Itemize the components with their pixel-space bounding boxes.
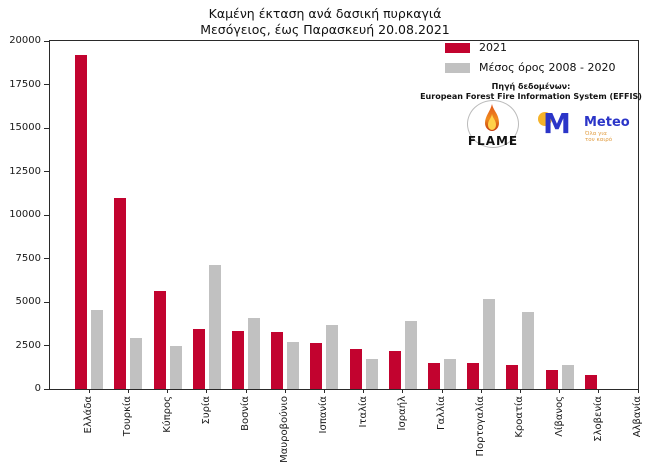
x-axis-label-Λίβανος: Λίβανος: [553, 396, 565, 437]
x-axis-label-Κροατία: Κροατία: [514, 396, 526, 438]
x-axis-tick: [441, 389, 443, 393]
x-axis-tick: [88, 389, 90, 393]
x-axis-tick: [402, 389, 404, 393]
x-axis-label-Τουρκία: Τουρκία: [122, 396, 134, 437]
y-axis-tick: [44, 84, 49, 85]
y-axis-tick: [44, 301, 49, 303]
y-axis-tick: [44, 258, 49, 259]
legend-swatch-average: [445, 62, 470, 73]
bar-2021-Πορτογαλία: [467, 362, 480, 389]
legend-swatch-2021: [445, 42, 470, 53]
y-axis-tick: [44, 40, 49, 42]
legend-label-average: Μέσος όρος 2008 - 2020: [479, 61, 616, 74]
bar-2021-Κροατία: [506, 364, 519, 389]
chart-title-line1: Καμένη έκταση ανά δασική πυρκαγιά: [208, 6, 442, 21]
x-axis-tick: [167, 389, 169, 393]
x-axis-label-Κύπρος: Κύπρος: [161, 396, 173, 433]
x-axis-label-Σλοβενία: Σλοβενία: [592, 396, 604, 442]
y-axis-tick: [44, 345, 49, 346]
meteo-logo: M Meteo Όλα για τον καιρό: [538, 108, 638, 148]
bar-avg-Κροατία: [522, 312, 535, 389]
y-axis-tick-label: 7500: [15, 252, 41, 264]
meteo-logo-name: Meteo: [584, 115, 630, 130]
bar-2021-Συρία: [192, 328, 205, 389]
bar-2021-Βοσνία: [232, 330, 244, 389]
flame-logo-ring: [467, 100, 519, 148]
bar-avg-Τουρκία: [130, 337, 143, 389]
x-axis-tick: [637, 389, 639, 393]
bar-2021-Ελλάδα: [75, 54, 88, 389]
bar-avg-Ελλάδα: [91, 309, 104, 389]
x-axis-tick: [206, 389, 208, 393]
x-axis-label-Πορτογαλία: Πορτογαλία: [475, 396, 487, 457]
bar-avg-Ισραήλ: [404, 321, 417, 389]
bar-2021-Γαλλία: [428, 362, 440, 389]
plot-area: 0 2500 5000 7500 10000 12500 15000 17500 20000 Ελ…: [9, 35, 643, 463]
x-axis-tick: [245, 389, 247, 393]
chart-title-line2: Μεσόγειος, έως Παρασκευή 20.08.2021: [200, 22, 450, 37]
legend-label-2021: 2021: [479, 41, 507, 54]
y-axis-tick-label: 2500: [15, 339, 41, 351]
x-axis-label-Συρία: Συρία: [200, 396, 212, 425]
meteo-logo-tagline: Όλα για τον καιρό: [585, 131, 613, 143]
x-axis-label-Γαλλία: Γαλλία: [436, 396, 447, 430]
x-axis-label-Ελλάδα: Ελλάδα: [83, 396, 95, 434]
x-axis-label-Ισπανία: Ισπανία: [318, 396, 330, 434]
y-axis-tick-label: 0: [34, 383, 41, 394]
bar-2021-Σλοβενία: [584, 375, 597, 389]
y-axis-tick-label: 17500: [9, 78, 41, 90]
y-axis-tick-label: 5000: [15, 296, 41, 307]
bar-2021-Ισπανία: [310, 342, 323, 389]
y-axis-tick-label: 10000: [9, 209, 41, 220]
y-axis-tick: [44, 214, 49, 216]
y-axis-tick: [44, 388, 49, 390]
chart-title: Καμένη έκταση ανά δασική πυρκαγιά Μεσόγε…: [0, 6, 650, 38]
flame-logo-label: FLAME: [467, 134, 519, 148]
legend: 2021 Μέσος όρος 2008 - 2020: [445, 41, 615, 81]
bar-2021-Ισραήλ: [388, 350, 401, 389]
x-axis-tick: [480, 389, 482, 393]
flame-logo: FLAME: [456, 100, 530, 152]
x-axis-tick: [127, 389, 129, 393]
x-axis-label-Βοσνία: Βοσνία: [240, 396, 251, 431]
data-source-line2: European Forest Fire Information System …: [420, 92, 642, 101]
bar-avg-Μαυροβούνιο: [287, 342, 300, 389]
flame-icon: [485, 104, 499, 131]
bar-2021-Μαυροβούνιο: [271, 331, 284, 389]
y-axis-tick-label: 20000: [9, 35, 41, 46]
x-axis-tick: [363, 389, 365, 393]
bar-2021-Κύπρος: [153, 290, 166, 389]
x-axis-label-Ισραήλ: Ισραήλ: [396, 396, 408, 431]
x-axis-label-Αλβανία: Αλβανία: [632, 396, 643, 438]
meteo-dot-icon: [538, 112, 552, 126]
bar-2021-Ιταλία: [349, 348, 362, 389]
bar-avg-Ισπανία: [326, 325, 339, 389]
bar-avg-Κύπρος: [169, 346, 182, 389]
legend-item-2021: 2021: [445, 41, 615, 54]
bar-2021-Τουρκία: [114, 197, 127, 389]
x-axis-tick: [323, 389, 325, 393]
bar-avg-Συρία: [208, 264, 221, 389]
x-axis-label-Μαυροβούνιο: Μαυροβούνιο: [279, 396, 291, 463]
y-axis-tick: [44, 171, 49, 172]
y-axis-tick-label: 12500: [9, 165, 41, 177]
x-axis-tick: [519, 389, 521, 393]
bar-2021-Λίβανος: [545, 369, 558, 389]
data-source-note: Πηγή δεδομένων: European Forest Fire Inf…: [420, 82, 642, 102]
x-axis-tick: [559, 389, 561, 393]
y-axis-tick-label: 15000: [9, 122, 41, 133]
x-axis-label-Ιταλία: Ιταλία: [357, 396, 369, 428]
x-axis-tick: [598, 389, 600, 393]
data-source-line1: Πηγή δεδομένων:: [491, 82, 571, 91]
bar-avg-Πορτογαλία: [483, 298, 496, 389]
y-axis-tick: [44, 127, 49, 129]
meteo-m-icon: M: [538, 108, 580, 146]
bar-avg-Βοσνία: [248, 317, 260, 389]
bar-avg-Λίβανος: [561, 364, 574, 389]
bar-avg-Ιταλία: [365, 358, 378, 389]
x-axis-tick: [284, 389, 286, 393]
bar-avg-Γαλλία: [444, 359, 456, 389]
legend-item-average: Μέσος όρος 2008 - 2020: [445, 61, 615, 74]
